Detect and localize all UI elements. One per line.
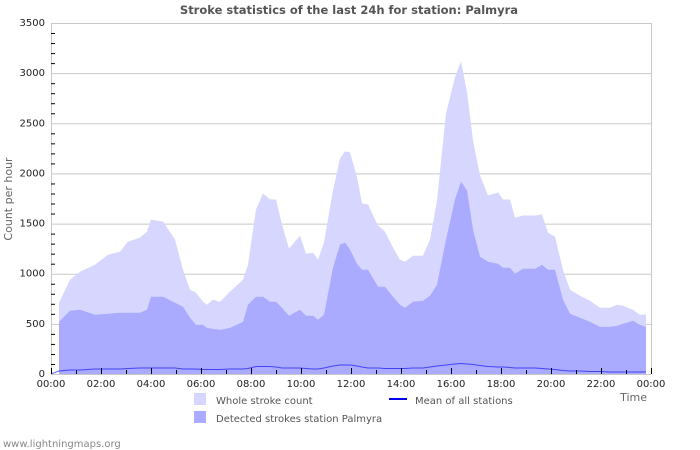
x-tick-label: 14:00: [387, 379, 416, 390]
x-tick-label: 08:00: [237, 379, 266, 390]
x-tick-label: 10:00: [287, 379, 316, 390]
legend-label-whole: Whole stroke count: [216, 396, 313, 407]
x-tick-label: 16:00: [437, 379, 466, 390]
x-tick-label: 22:00: [587, 379, 616, 390]
source-footer: www.lightningmaps.org: [3, 439, 121, 450]
x-tick-label: 02:00: [87, 379, 116, 390]
y-tick-label: 1500: [20, 219, 45, 230]
x-tick-label: 00:00: [37, 379, 66, 390]
legend-swatch-whole: [194, 393, 206, 405]
x-axis-ticks: 00:00 02:00 04:00 06:00 08:00 10:00 12:00 14:00…: [37, 368, 666, 390]
x-tick-label: 06:00: [187, 379, 216, 390]
mean-line: [50, 362, 646, 375]
chart-title: Stroke statistics of the last 24h for st…: [180, 3, 518, 17]
x-tick-label: 12:00: [337, 379, 366, 390]
x-tick-label: 00:00: [637, 379, 666, 390]
legend-label-detected: Detected strokes station Palmyra: [216, 414, 382, 425]
x-axis-title: Time: [619, 391, 647, 404]
y-tick-label: 2000: [20, 168, 45, 179]
x-tick-label: 04:00: [137, 379, 166, 390]
y-tick-label: 1000: [20, 269, 45, 280]
plot-areas: [50, 61, 646, 375]
x-tick-label: 20:00: [537, 379, 566, 390]
y-tick-label: 2500: [20, 118, 45, 129]
y-tick-label: 3000: [20, 68, 45, 79]
y-axis-title: Count per hour: [2, 157, 15, 241]
y-axis-ticks: 0 500 1000 1500 2000 2500 3000 3500: [20, 18, 55, 380]
legend-label-mean: Mean of all stations: [415, 396, 513, 407]
y-tick-label: 3500: [20, 18, 45, 29]
detected-strokes-area: [59, 181, 646, 374]
y-tick-label: 0: [39, 369, 45, 380]
x-tick-label: 18:00: [487, 379, 516, 390]
axes: [51, 23, 652, 375]
legend: Whole stroke count Detected strokes stat…: [194, 393, 513, 425]
legend-swatch-detected: [194, 411, 206, 423]
y-tick-label: 500: [26, 319, 45, 330]
